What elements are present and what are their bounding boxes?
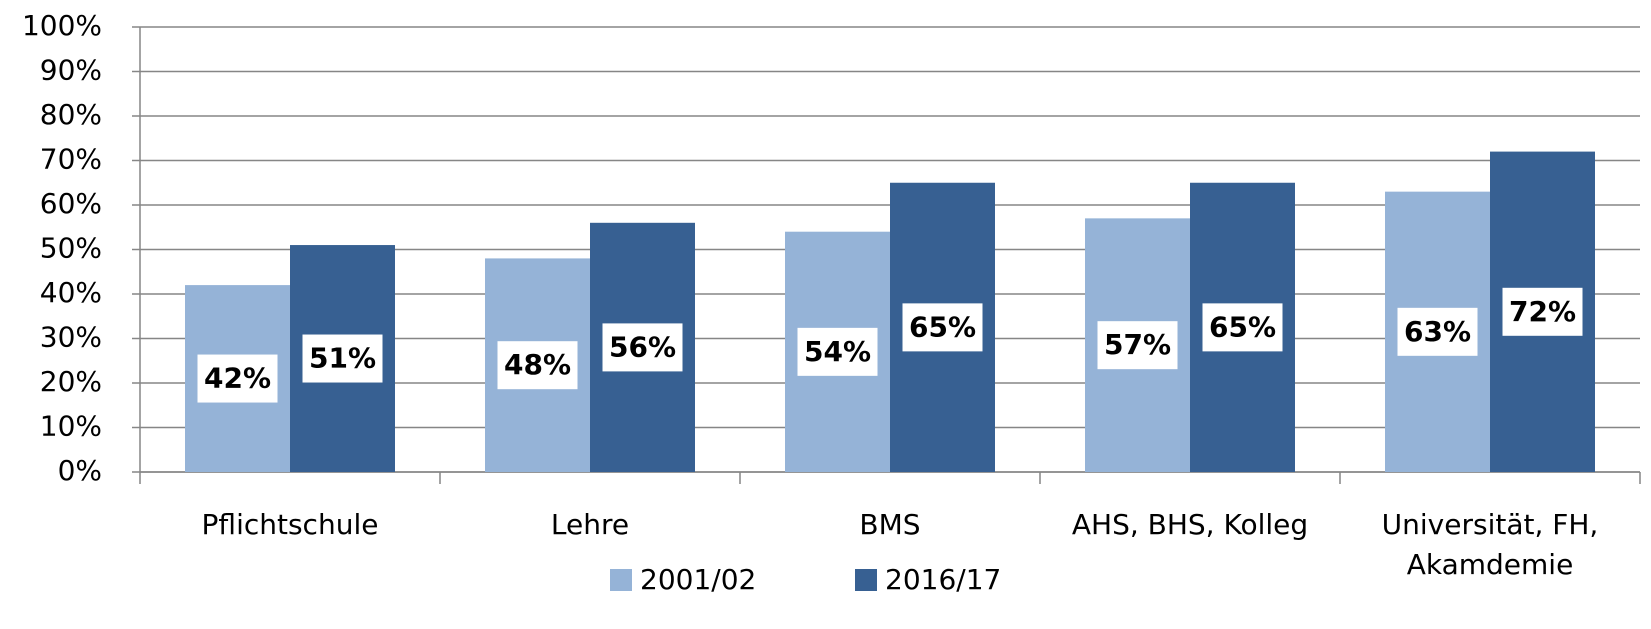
- y-tick-label: 40%: [40, 276, 102, 309]
- x-tick-label: AHS, BHS, Kolleg: [1071, 508, 1309, 541]
- y-tick-label: 90%: [40, 54, 102, 87]
- y-tick-label: 70%: [40, 143, 102, 176]
- value-label-box: [902, 303, 983, 352]
- value-label: 63%: [1404, 315, 1471, 348]
- x-tick-label: BMS: [859, 508, 921, 541]
- value-label-box: [602, 323, 683, 372]
- value-label-box: [1502, 287, 1583, 336]
- legend-swatch: [610, 569, 632, 591]
- value-label-box: [1202, 303, 1283, 352]
- value-label-box: [197, 354, 278, 403]
- y-tick-label: 10%: [40, 410, 102, 443]
- value-label-box: [797, 327, 878, 376]
- value-label-box: [1397, 307, 1478, 356]
- y-tick-label: 50%: [40, 232, 102, 265]
- y-tick-label: 20%: [40, 365, 102, 398]
- y-tick-label: 0%: [58, 454, 102, 487]
- value-label: 57%: [1104, 328, 1171, 361]
- y-tick-label: 60%: [40, 187, 102, 220]
- legend-label: 2016/17: [885, 563, 1001, 596]
- value-label: 65%: [909, 310, 976, 343]
- value-label: 42%: [204, 362, 271, 395]
- y-tick-label: 100%: [22, 9, 102, 42]
- value-label-box: [1097, 321, 1178, 370]
- legend-label: 2001/02: [640, 563, 756, 596]
- y-tick-label: 30%: [40, 321, 102, 354]
- value-label-box: [497, 341, 578, 390]
- value-label-box: [302, 334, 383, 383]
- value-label: 54%: [804, 335, 871, 368]
- value-label: 56%: [609, 330, 676, 363]
- legend-swatch: [855, 569, 877, 591]
- value-label: 72%: [1509, 295, 1576, 328]
- x-tick-label: Lehre: [550, 508, 630, 541]
- value-label: 65%: [1209, 310, 1276, 343]
- value-label: 48%: [504, 348, 571, 381]
- value-label: 51%: [309, 342, 376, 375]
- x-tick-label: Universität, FH, Akamdemie: [1381, 508, 1599, 581]
- x-tick-label: Pflichtschule: [201, 508, 379, 541]
- y-tick-label: 80%: [40, 98, 102, 131]
